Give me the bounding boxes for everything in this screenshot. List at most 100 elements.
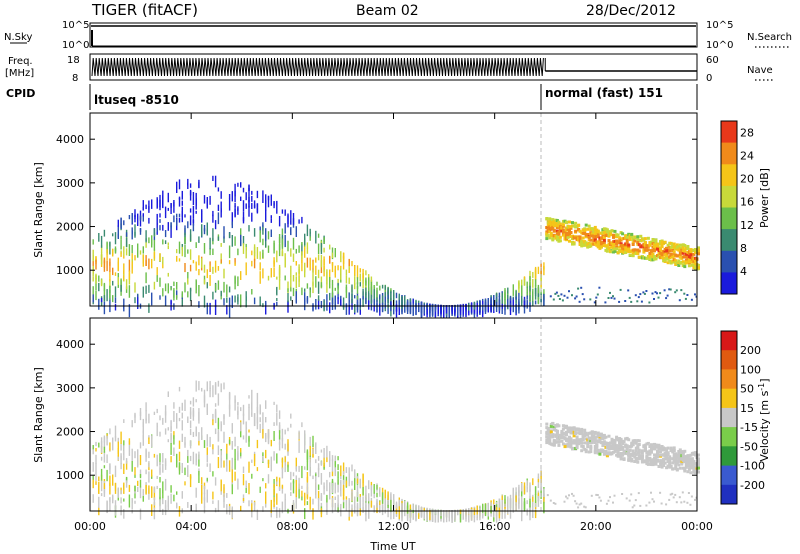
echo-cell [189, 264, 192, 272]
echo-cell [95, 259, 97, 270]
echo-cell [223, 298, 225, 306]
echo-cell [192, 205, 195, 219]
echo-cell [262, 226, 264, 231]
echo-cell [334, 482, 336, 494]
echo-cell [164, 240, 167, 244]
echo-cell [217, 445, 220, 455]
echo-cell [312, 269, 314, 280]
echo-cell [689, 253, 693, 257]
echo-cell [678, 299, 681, 302]
echo-cell [92, 239, 94, 245]
echo-cell [598, 238, 602, 242]
echo-cell [356, 300, 359, 311]
echo-cell [592, 434, 596, 438]
echo-cell [234, 448, 236, 460]
echo-cell [692, 266, 696, 270]
echo-cell [578, 229, 582, 233]
echo-cell [337, 285, 339, 294]
echo-cell [167, 283, 169, 294]
echo-cell [686, 470, 690, 474]
echo-cell [618, 236, 622, 240]
echo-cell [137, 248, 139, 258]
echo-cell [331, 279, 334, 285]
echo-cell [217, 500, 220, 512]
freq-label-2: [MHz] [5, 68, 34, 79]
echo-cell [415, 504, 417, 511]
echo-cell [518, 292, 520, 305]
echo-cell [273, 401, 275, 405]
echo-cell [251, 289, 253, 295]
echo-cell [329, 269, 331, 282]
echo-cell [189, 475, 192, 479]
echo-cell [578, 429, 582, 433]
echo-cell [572, 494, 575, 497]
echo-cell [395, 506, 398, 514]
echo-cell [356, 285, 359, 294]
echo-cell [359, 508, 361, 516]
echo-cell [537, 476, 540, 488]
echo-cell [181, 246, 183, 257]
echo-cell [665, 503, 668, 506]
echo-cell [643, 237, 647, 241]
echo-cell [689, 503, 692, 506]
echo-cell [634, 441, 638, 445]
echo-cell [273, 479, 275, 488]
echo-cell [390, 291, 392, 303]
echo-cell [145, 230, 147, 242]
echo-cell [637, 443, 641, 446]
echo-cell [605, 233, 609, 237]
echo-cell [159, 295, 161, 300]
echo-cell [362, 496, 364, 503]
echo-cell [596, 431, 600, 435]
echo-cell [128, 452, 131, 456]
echo-cell [245, 430, 247, 443]
echo-cell [571, 428, 574, 432]
echo-cell [613, 441, 617, 445]
echo-cell [187, 502, 189, 508]
echo-cell [640, 451, 644, 455]
echo-cell [112, 295, 114, 303]
echo-cell [445, 305, 448, 314]
echo-cell [554, 434, 558, 438]
echo-cell [593, 449, 597, 453]
echo-cell [117, 456, 119, 461]
echo-cell [223, 226, 225, 239]
echo-cell [237, 276, 239, 287]
echo-cell [253, 413, 256, 426]
echo-cell [109, 261, 111, 272]
echo-cell [395, 292, 398, 299]
echo-cell [684, 260, 688, 264]
echo-cell [552, 428, 556, 431]
echo-cell [575, 446, 579, 450]
echo-cell [557, 294, 560, 297]
echo-cell [648, 449, 652, 453]
echo-cell [365, 270, 367, 276]
echo-cell [312, 435, 314, 448]
echo-cell [398, 499, 400, 509]
echo-cell [616, 251, 620, 255]
echo-cell [605, 247, 609, 250]
echo-cell [648, 251, 652, 255]
echo-cell [181, 291, 183, 298]
echo-cell [290, 248, 292, 257]
echo-cell [189, 288, 192, 302]
echo-cell [231, 221, 233, 229]
echo-cell [98, 298, 100, 310]
echo-cell [240, 431, 242, 438]
echo-cell [134, 214, 136, 223]
echo-cell [409, 510, 412, 523]
echo-cell [92, 475, 94, 480]
echo-cell [680, 289, 683, 292]
echo-cell [92, 286, 94, 298]
echo-cell [631, 441, 635, 444]
echo-cell [139, 486, 142, 499]
echo-cell [323, 457, 325, 467]
echo-cell [660, 245, 664, 248]
echo-cell [671, 492, 674, 495]
echo-cell [262, 506, 264, 512]
echo-cell [284, 275, 286, 281]
echo-cell [100, 235, 103, 248]
echo-cell [653, 447, 656, 451]
